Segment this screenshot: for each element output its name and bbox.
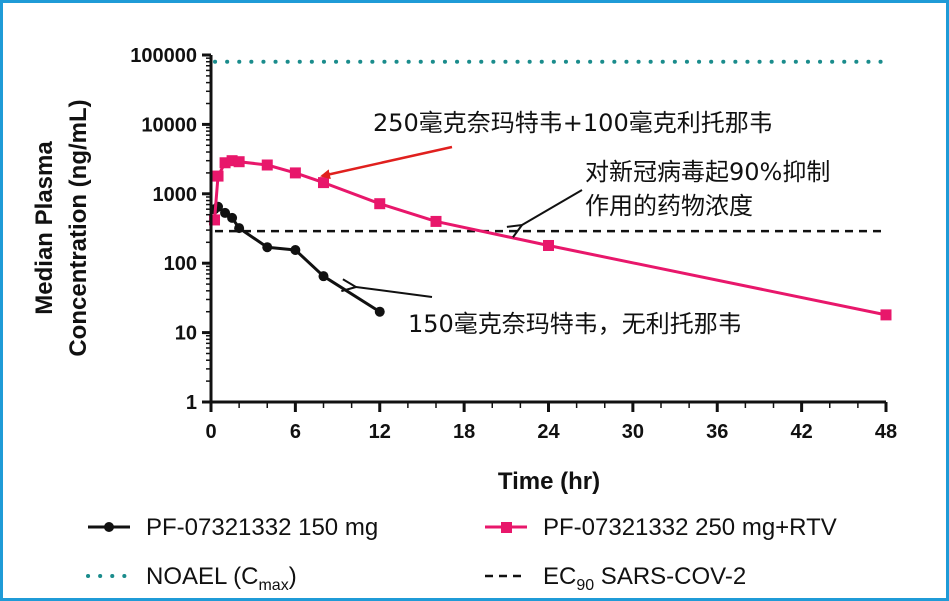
- y-tick-label-10: 10: [175, 323, 197, 345]
- y-tick-label-10000: 10000: [141, 114, 197, 136]
- legend-label-ec90: EC90 SARS-COV-2: [543, 563, 746, 594]
- data-point-s1-8: [374, 198, 386, 210]
- x-tick-label-48: 48: [875, 421, 897, 443]
- data-point-s1-1: [212, 170, 224, 182]
- data-point-s1-7: [318, 177, 329, 189]
- x-axis-title: Time (hr): [498, 468, 600, 495]
- annotation-single-dose: 150毫克奈玛特韦，无利托那韦: [408, 310, 742, 338]
- legend-label-150mg: PF-07321332 150 mg: [146, 514, 378, 541]
- data-point-s1-0: [209, 214, 221, 226]
- annotation-ec90-line1: 对新冠病毒起90%抑制: [585, 158, 830, 186]
- x-tick-label-0: 0: [205, 421, 216, 443]
- data-point-s0-7: [318, 271, 329, 282]
- data-point-s1-5: [261, 159, 273, 171]
- legend-label-noael: NOAEL (Cmax): [146, 563, 297, 594]
- legend-marker-250mg-rtv: [501, 522, 512, 533]
- x-tick-label-18: 18: [453, 421, 475, 443]
- legend-label-250mg-rtv: PF-07321332 250 mg+RTV: [543, 514, 837, 541]
- data-point-s1-3: [226, 155, 238, 167]
- legend-marker-150mg: [104, 522, 114, 532]
- y-tick-label-1: 1: [186, 392, 197, 414]
- annotation-ec90-line2: 作用的药物浓度: [585, 192, 753, 220]
- data-point-s1-6: [289, 167, 301, 179]
- data-point-s0-2: [220, 207, 231, 218]
- x-tick-label-12: 12: [369, 421, 391, 443]
- series-line-0: [213, 205, 381, 313]
- x-tick-label-36: 36: [706, 421, 728, 443]
- x-tick-label-30: 30: [622, 421, 644, 443]
- legend-item-250mg-rtv: PF-07321332 250 mg+RTV: [485, 514, 837, 541]
- y-tick-label-100000: 100000: [130, 45, 197, 67]
- y-axis-title-line2: Concentration (ng/mL): [65, 99, 92, 356]
- legend-item-150mg: PF-07321332 150 mg: [88, 514, 378, 541]
- data-point-s0-3: [227, 212, 238, 223]
- data-point-s1-2: [219, 157, 231, 169]
- x-tick-label-24: 24: [537, 421, 560, 443]
- data-point-s0-4: [234, 223, 245, 234]
- y-tick-label-100: 100: [164, 253, 197, 275]
- data-point-s0-5: [262, 242, 273, 253]
- data-point-s0-8: [374, 306, 385, 317]
- data-point-s1-11: [880, 309, 892, 321]
- annotation-arrow-single: [356, 287, 433, 298]
- annotation-combo-dose: 250毫克奈玛特韦+100毫克利托那韦: [373, 109, 773, 137]
- data-point-s1-9: [430, 215, 442, 227]
- x-tick-label-6: 6: [290, 421, 301, 443]
- annotation-arrow-ec90: [522, 189, 583, 225]
- legend: PF-07321332 150 mg PF-07321332 250 mg+RT…: [86, 514, 837, 594]
- legend-item-ec90: EC90 SARS-COV-2: [485, 563, 746, 594]
- x-tick-label-42: 42: [791, 421, 813, 443]
- data-point-s1-4: [233, 156, 245, 168]
- data-point-s1-10: [543, 239, 554, 251]
- y-axis-title-line1: Median Plasma: [31, 141, 58, 315]
- y-tick-label-1000: 1000: [153, 184, 198, 206]
- data-point-s0-6: [290, 244, 301, 255]
- legend-item-noael: NOAEL (Cmax): [86, 563, 297, 594]
- annotation-arrow-red: [320, 145, 453, 180]
